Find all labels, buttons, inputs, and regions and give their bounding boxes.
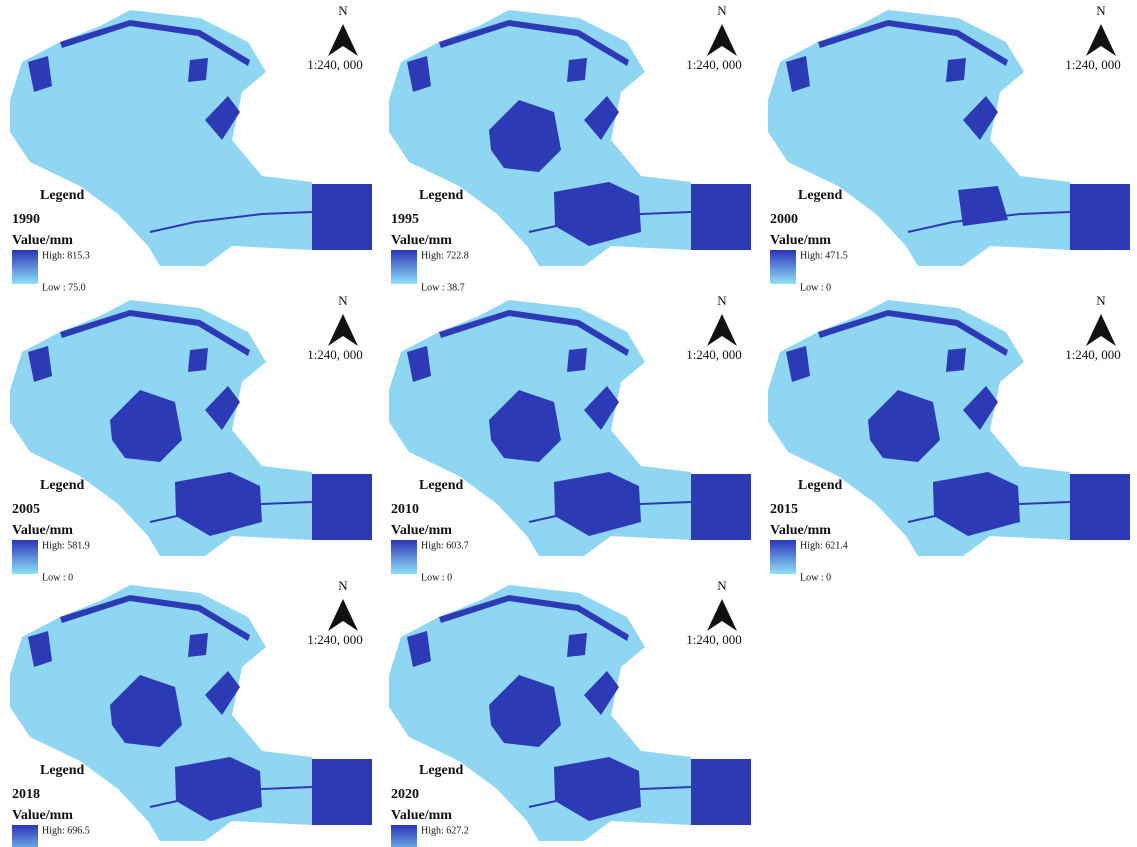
high-value-area — [567, 348, 587, 372]
north-label: N — [338, 578, 348, 593]
high-value-area — [946, 348, 966, 372]
high-value-area — [567, 633, 587, 657]
north-arrow — [1086, 24, 1116, 56]
legend-title: Legend — [40, 763, 85, 778]
legend-title: Legend — [798, 188, 843, 203]
unit-label: Value/mm — [770, 523, 831, 538]
year-label: 1995 — [391, 212, 419, 227]
high-value-area — [188, 348, 208, 372]
high-value-area — [691, 474, 751, 540]
legend-ramp — [12, 250, 38, 284]
year-label: 2000 — [770, 212, 798, 227]
legend-title: Legend — [40, 188, 85, 203]
low-label: Low : 0 — [42, 572, 73, 583]
unit-label: Value/mm — [12, 523, 73, 538]
legend-title: Legend — [40, 478, 85, 493]
high-label: High: 621.4 — [800, 540, 848, 551]
high-label: High: 627.2 — [421, 825, 469, 836]
year-label: 2005 — [12, 502, 40, 517]
legend-ramp — [391, 540, 417, 574]
legend-ramp — [12, 540, 38, 574]
year-label: 2018 — [12, 787, 40, 802]
high-label: High: 696.5 — [42, 825, 90, 836]
high-value-area — [567, 58, 587, 82]
north-arrow — [707, 24, 737, 56]
north-arrow — [328, 599, 358, 631]
scale-label: 1:240, 000 — [1065, 347, 1121, 362]
unit-label: Value/mm — [12, 808, 73, 823]
scale-label: 1:240, 000 — [307, 347, 363, 362]
low-label: Low : 0 — [800, 572, 831, 583]
unit-label: Value/mm — [391, 808, 452, 823]
high-label: High: 603.7 — [421, 540, 469, 551]
north-arrow — [707, 314, 737, 346]
legend-ramp — [12, 825, 38, 847]
high-value-area — [946, 58, 966, 82]
high-label: High: 722.8 — [421, 250, 469, 261]
low-label: Low : 0 — [421, 572, 452, 583]
high-value-area — [312, 474, 372, 540]
year-label: 2010 — [391, 502, 419, 517]
north-label: N — [1096, 3, 1106, 18]
high-label: High: 815.3 — [42, 250, 90, 261]
unit-label: Value/mm — [770, 233, 831, 248]
high-label: High: 471.5 — [800, 250, 848, 261]
high-value-area — [312, 184, 372, 250]
scale-label: 1:240, 000 — [307, 57, 363, 72]
legend-ramp — [770, 540, 796, 574]
scale-label: 1:240, 000 — [686, 57, 742, 72]
high-value-area — [188, 633, 208, 657]
legend-title: Legend — [419, 478, 464, 493]
low-label: Low : 0 — [800, 282, 831, 293]
land-area — [10, 10, 312, 266]
map-panel: N 1:240, 000 Legend2000 Value/mm High: 471.5… — [768, 3, 1130, 293]
north-label: N — [338, 293, 348, 308]
scale-label: 1:240, 000 — [307, 632, 363, 647]
high-value-area — [691, 184, 751, 250]
high-label: High: 581.9 — [42, 540, 90, 551]
scale-label: 1:240, 000 — [686, 347, 742, 362]
year-label: 1990 — [12, 212, 40, 227]
high-value-area — [1070, 184, 1130, 250]
unit-label: Value/mm — [391, 523, 452, 538]
legend-title: Legend — [419, 188, 464, 203]
legend-ramp — [770, 250, 796, 284]
legend-ramp — [391, 250, 417, 284]
north-arrow — [328, 24, 358, 56]
land-area — [768, 10, 1070, 266]
legend-ramp — [391, 825, 417, 847]
low-label: Low : 38.7 — [421, 282, 465, 293]
north-label: N — [717, 293, 727, 308]
legend-title: Legend — [798, 478, 843, 493]
map-figure: N1:240, 000Legend1990Value/mmHigh: 815.3… — [0, 0, 1137, 847]
north-label: N — [338, 3, 348, 18]
north-arrow — [1086, 314, 1116, 346]
scale-label: 1:240, 000 — [1065, 57, 1121, 72]
high-value-area — [188, 58, 208, 82]
high-value-area — [312, 759, 372, 825]
high-value-area — [1070, 474, 1130, 540]
north-arrow — [328, 314, 358, 346]
year-label: 2015 — [770, 502, 798, 517]
unit-label: Value/mm — [391, 233, 452, 248]
low-label: Low : 75.0 — [42, 282, 86, 293]
high-value-area — [691, 759, 751, 825]
north-arrow — [707, 599, 737, 631]
north-label: N — [717, 3, 727, 18]
scale-label: 1:240, 000 — [686, 632, 742, 647]
year-label: 2020 — [391, 787, 419, 802]
north-label: N — [717, 578, 727, 593]
legend-title: Legend — [419, 763, 464, 778]
north-label: N — [1096, 293, 1106, 308]
unit-label: Value/mm — [12, 233, 73, 248]
